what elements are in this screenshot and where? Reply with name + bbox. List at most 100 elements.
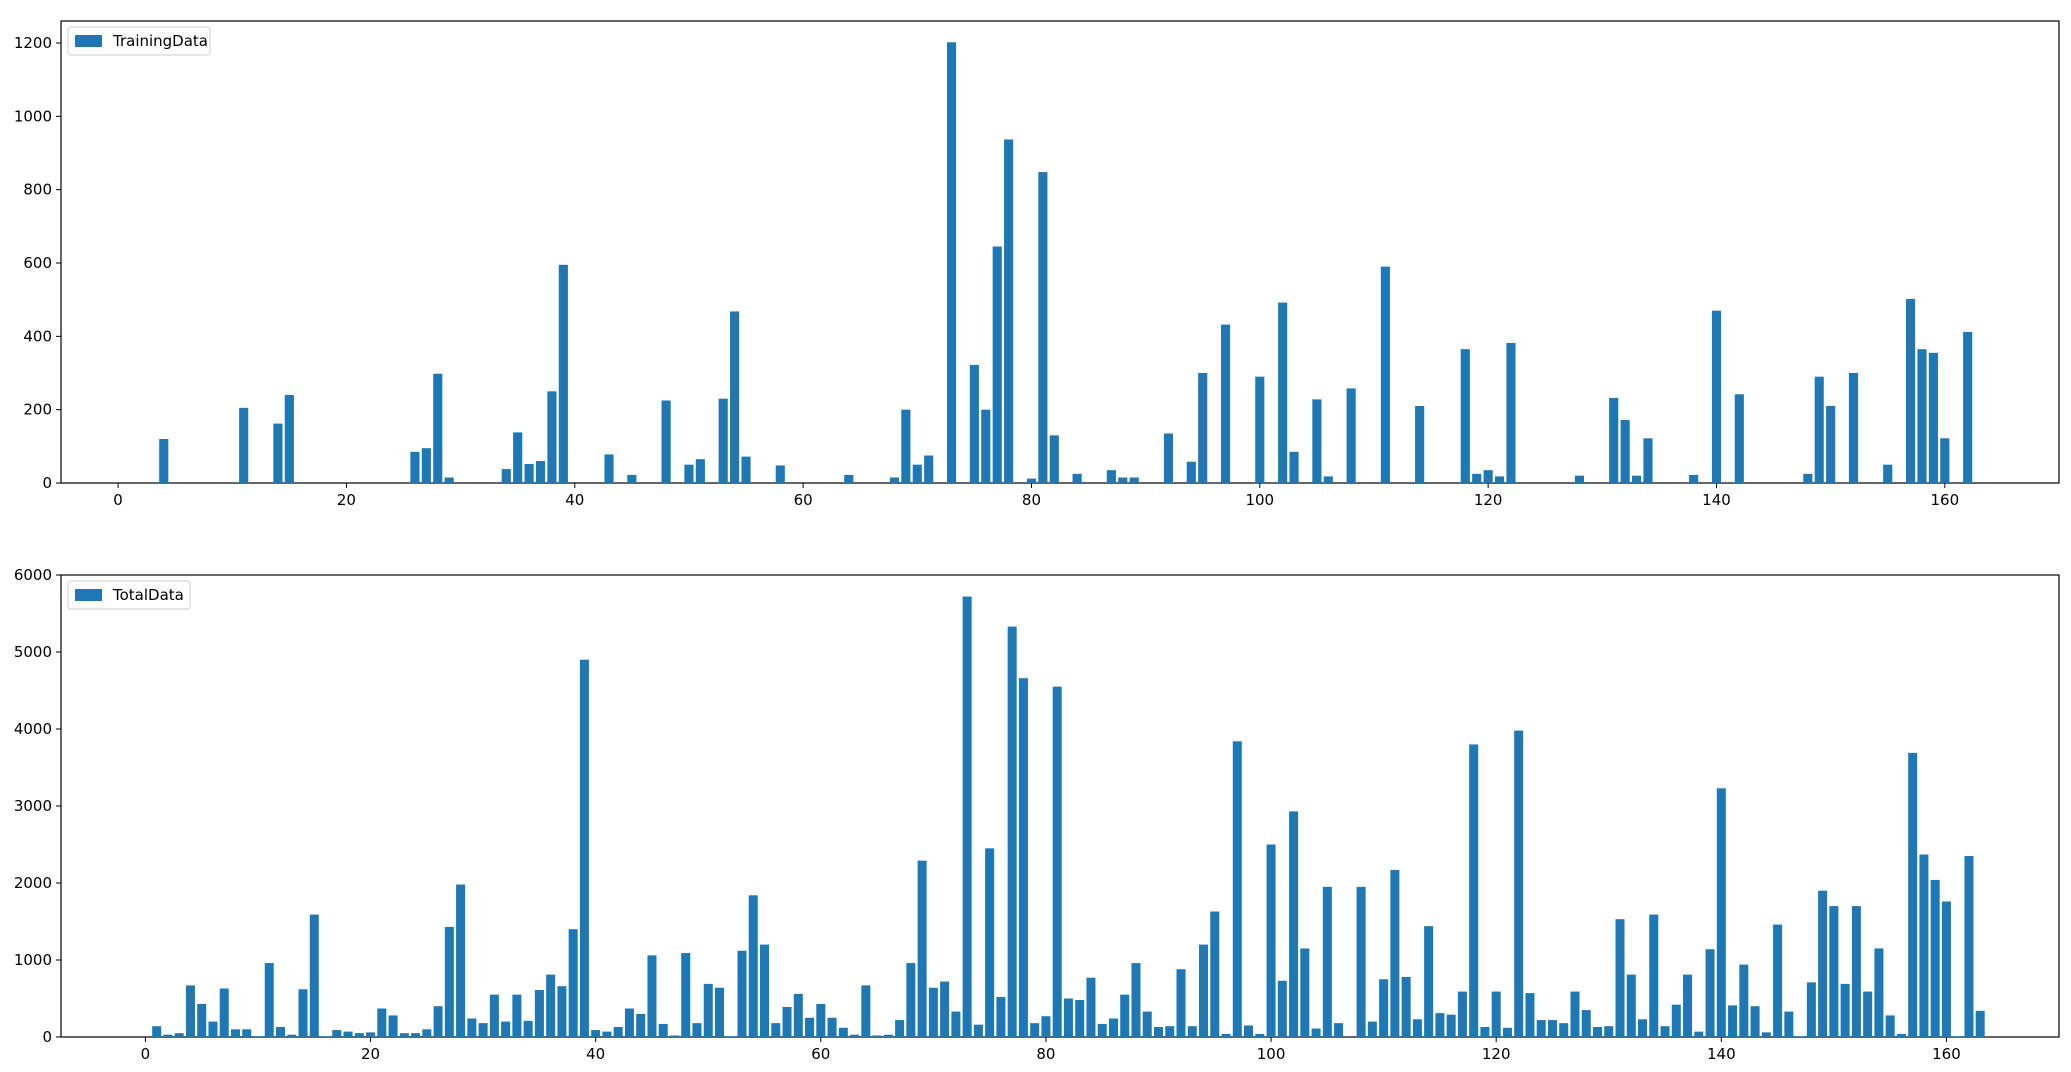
bottom-chart-bar xyxy=(1514,730,1524,1037)
bottom-chart-y-tick-label: 6000 xyxy=(14,566,52,584)
bottom-chart-bar xyxy=(1941,901,1951,1037)
bottom-chart-bar xyxy=(591,1030,601,1037)
top-chart-bar xyxy=(1814,376,1824,483)
top-chart-bar xyxy=(1198,373,1208,483)
top-chart-bar xyxy=(1609,397,1619,483)
bottom-chart-bar xyxy=(456,884,466,1037)
bottom-chart-y-tick-label: 4000 xyxy=(14,720,52,738)
top-chart-y-tick-label: 800 xyxy=(23,181,52,199)
bottom-chart-bar xyxy=(253,1036,263,1037)
bottom-chart-bar xyxy=(444,926,454,1037)
top-chart-bar xyxy=(273,423,283,483)
top-chart-legend-swatch xyxy=(75,35,102,47)
bottom-chart-bar xyxy=(1311,1028,1321,1037)
top-chart-bar xyxy=(946,42,957,484)
bottom-chart-bar xyxy=(1818,890,1828,1037)
bottom-chart-bar xyxy=(658,1023,668,1037)
bottom-chart-bar xyxy=(917,860,927,1037)
bottom-chart-bar xyxy=(816,1003,826,1037)
bottom-chart-bar xyxy=(613,1026,623,1037)
top-chart-bar xyxy=(684,464,694,483)
bottom-chart-y-tick-label: 3000 xyxy=(14,797,52,815)
top-chart-y-tick-label: 1200 xyxy=(14,34,52,52)
bottom-chart-bar xyxy=(1052,686,1062,1037)
top-chart-bar xyxy=(1323,476,1333,483)
top-chart-bar xyxy=(1106,470,1116,483)
bottom-chart-bar xyxy=(1953,1036,1963,1037)
top-chart-bar xyxy=(1928,352,1938,483)
bottom-chart-bar xyxy=(377,1008,387,1037)
bottom-chart-bar xyxy=(985,848,995,1037)
bottom-chart-bar xyxy=(636,1013,646,1037)
bottom-chart-bar xyxy=(1424,926,1434,1037)
bottom-chart-bar xyxy=(760,944,770,1037)
bottom-chart-bar xyxy=(1266,844,1276,1037)
bottom-chart-bar xyxy=(940,981,950,1037)
top-chart-bar xyxy=(1689,474,1699,483)
top-chart-x-tick-label: 0 xyxy=(113,491,123,509)
top-chart-bar xyxy=(433,373,443,483)
bottom-chart-bar xyxy=(1829,906,1839,1037)
bottom-chart-bar xyxy=(1221,1033,1231,1037)
bottom-chart-bar xyxy=(895,1020,905,1037)
top-chart-x-tick-label: 20 xyxy=(337,491,356,509)
top-chart-bar xyxy=(1883,464,1893,483)
top-chart-x-tick-label: 140 xyxy=(1702,491,1731,509)
top-chart-y-tick-label: 600 xyxy=(23,254,52,272)
bottom-chart-bar xyxy=(1412,1019,1422,1037)
bottom-chart-bar xyxy=(1322,886,1332,1037)
bottom-chart-bar xyxy=(1840,983,1850,1037)
bottom-chart-bar xyxy=(1773,924,1783,1037)
bottom-chart-bar xyxy=(962,596,972,1037)
top-chart-bar xyxy=(1826,406,1836,483)
top-chart-bar xyxy=(627,474,637,483)
bottom-chart-bar xyxy=(388,1015,398,1037)
bottom-chart-bar xyxy=(1300,948,1310,1037)
bottom-chart-bar xyxy=(748,895,758,1037)
bottom-chart-y-axis: 0 1000 2000 3000 4000 5000 6000 xyxy=(14,566,61,1046)
bottom-chart-bar xyxy=(152,1026,162,1037)
bottom-chart-bar xyxy=(1896,1033,1906,1037)
top-chart-bar xyxy=(501,469,511,483)
bottom-chart-bar xyxy=(1851,906,1861,1037)
bottom-chart-legend: TotalData xyxy=(67,580,191,610)
bottom-chart-legend-label: TotalData xyxy=(112,586,184,604)
top-chart-legend-box xyxy=(67,26,211,56)
top-chart-y-tick-label: 0 xyxy=(42,474,52,492)
top-chart-bar xyxy=(1118,477,1128,483)
bottom-chart-bar xyxy=(1581,1010,1591,1037)
top-chart-bar xyxy=(1483,470,1493,483)
bottom-chart-bar xyxy=(546,974,556,1037)
bottom-chart-bar xyxy=(1525,993,1535,1037)
bottom-chart-bar xyxy=(1536,1020,1546,1037)
top-chart-bar xyxy=(844,474,854,483)
bottom-chart-x-axis: 0 20 40 60 80 100 120 140 160 xyxy=(141,1037,1961,1063)
top-chart-bar xyxy=(924,455,934,483)
bottom-chart-bar xyxy=(1232,741,1242,1037)
top-chart-legend-label: TrainingData xyxy=(112,32,208,50)
top-chart-bar xyxy=(695,459,705,483)
bottom-chart-x-tick-label: 80 xyxy=(1036,1045,1055,1063)
bottom-chart-bar xyxy=(276,1026,286,1037)
top-chart-bar xyxy=(1506,342,1516,483)
bottom-chart-bar xyxy=(973,1024,983,1037)
bottom-chart-bar xyxy=(1908,752,1918,1037)
bottom-chart-bar xyxy=(737,950,747,1037)
bottom-chart-bar xyxy=(208,1021,218,1037)
bottom-chart-x-tick-label: 0 xyxy=(141,1045,151,1063)
top-chart-bar xyxy=(1163,433,1174,483)
bottom-chart-bar xyxy=(321,1036,331,1037)
bottom-chart-bar xyxy=(1199,944,1209,1037)
bottom-chart-bar xyxy=(771,1023,781,1037)
bottom-chart-bar xyxy=(264,963,274,1037)
top-chart-bar xyxy=(535,461,546,483)
top-chart-bar xyxy=(421,448,431,483)
top-chart-bar xyxy=(159,439,169,483)
bottom-chart-bar xyxy=(230,1029,240,1037)
bottom-chart-bar xyxy=(883,1034,893,1037)
bottom-chart-bar xyxy=(1277,980,1287,1037)
bottom-chart-bar xyxy=(1491,991,1501,1037)
bottom-chart-y-tick-label: 0 xyxy=(42,1028,52,1046)
bottom-chart-bar xyxy=(163,1034,173,1037)
bottom-chart-bar xyxy=(523,1020,533,1037)
